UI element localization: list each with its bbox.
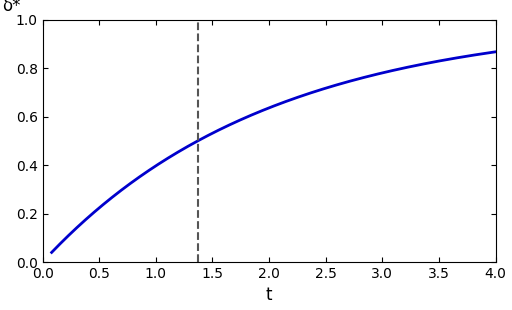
Y-axis label: δ*: δ* xyxy=(2,0,20,15)
X-axis label: t: t xyxy=(266,286,272,304)
